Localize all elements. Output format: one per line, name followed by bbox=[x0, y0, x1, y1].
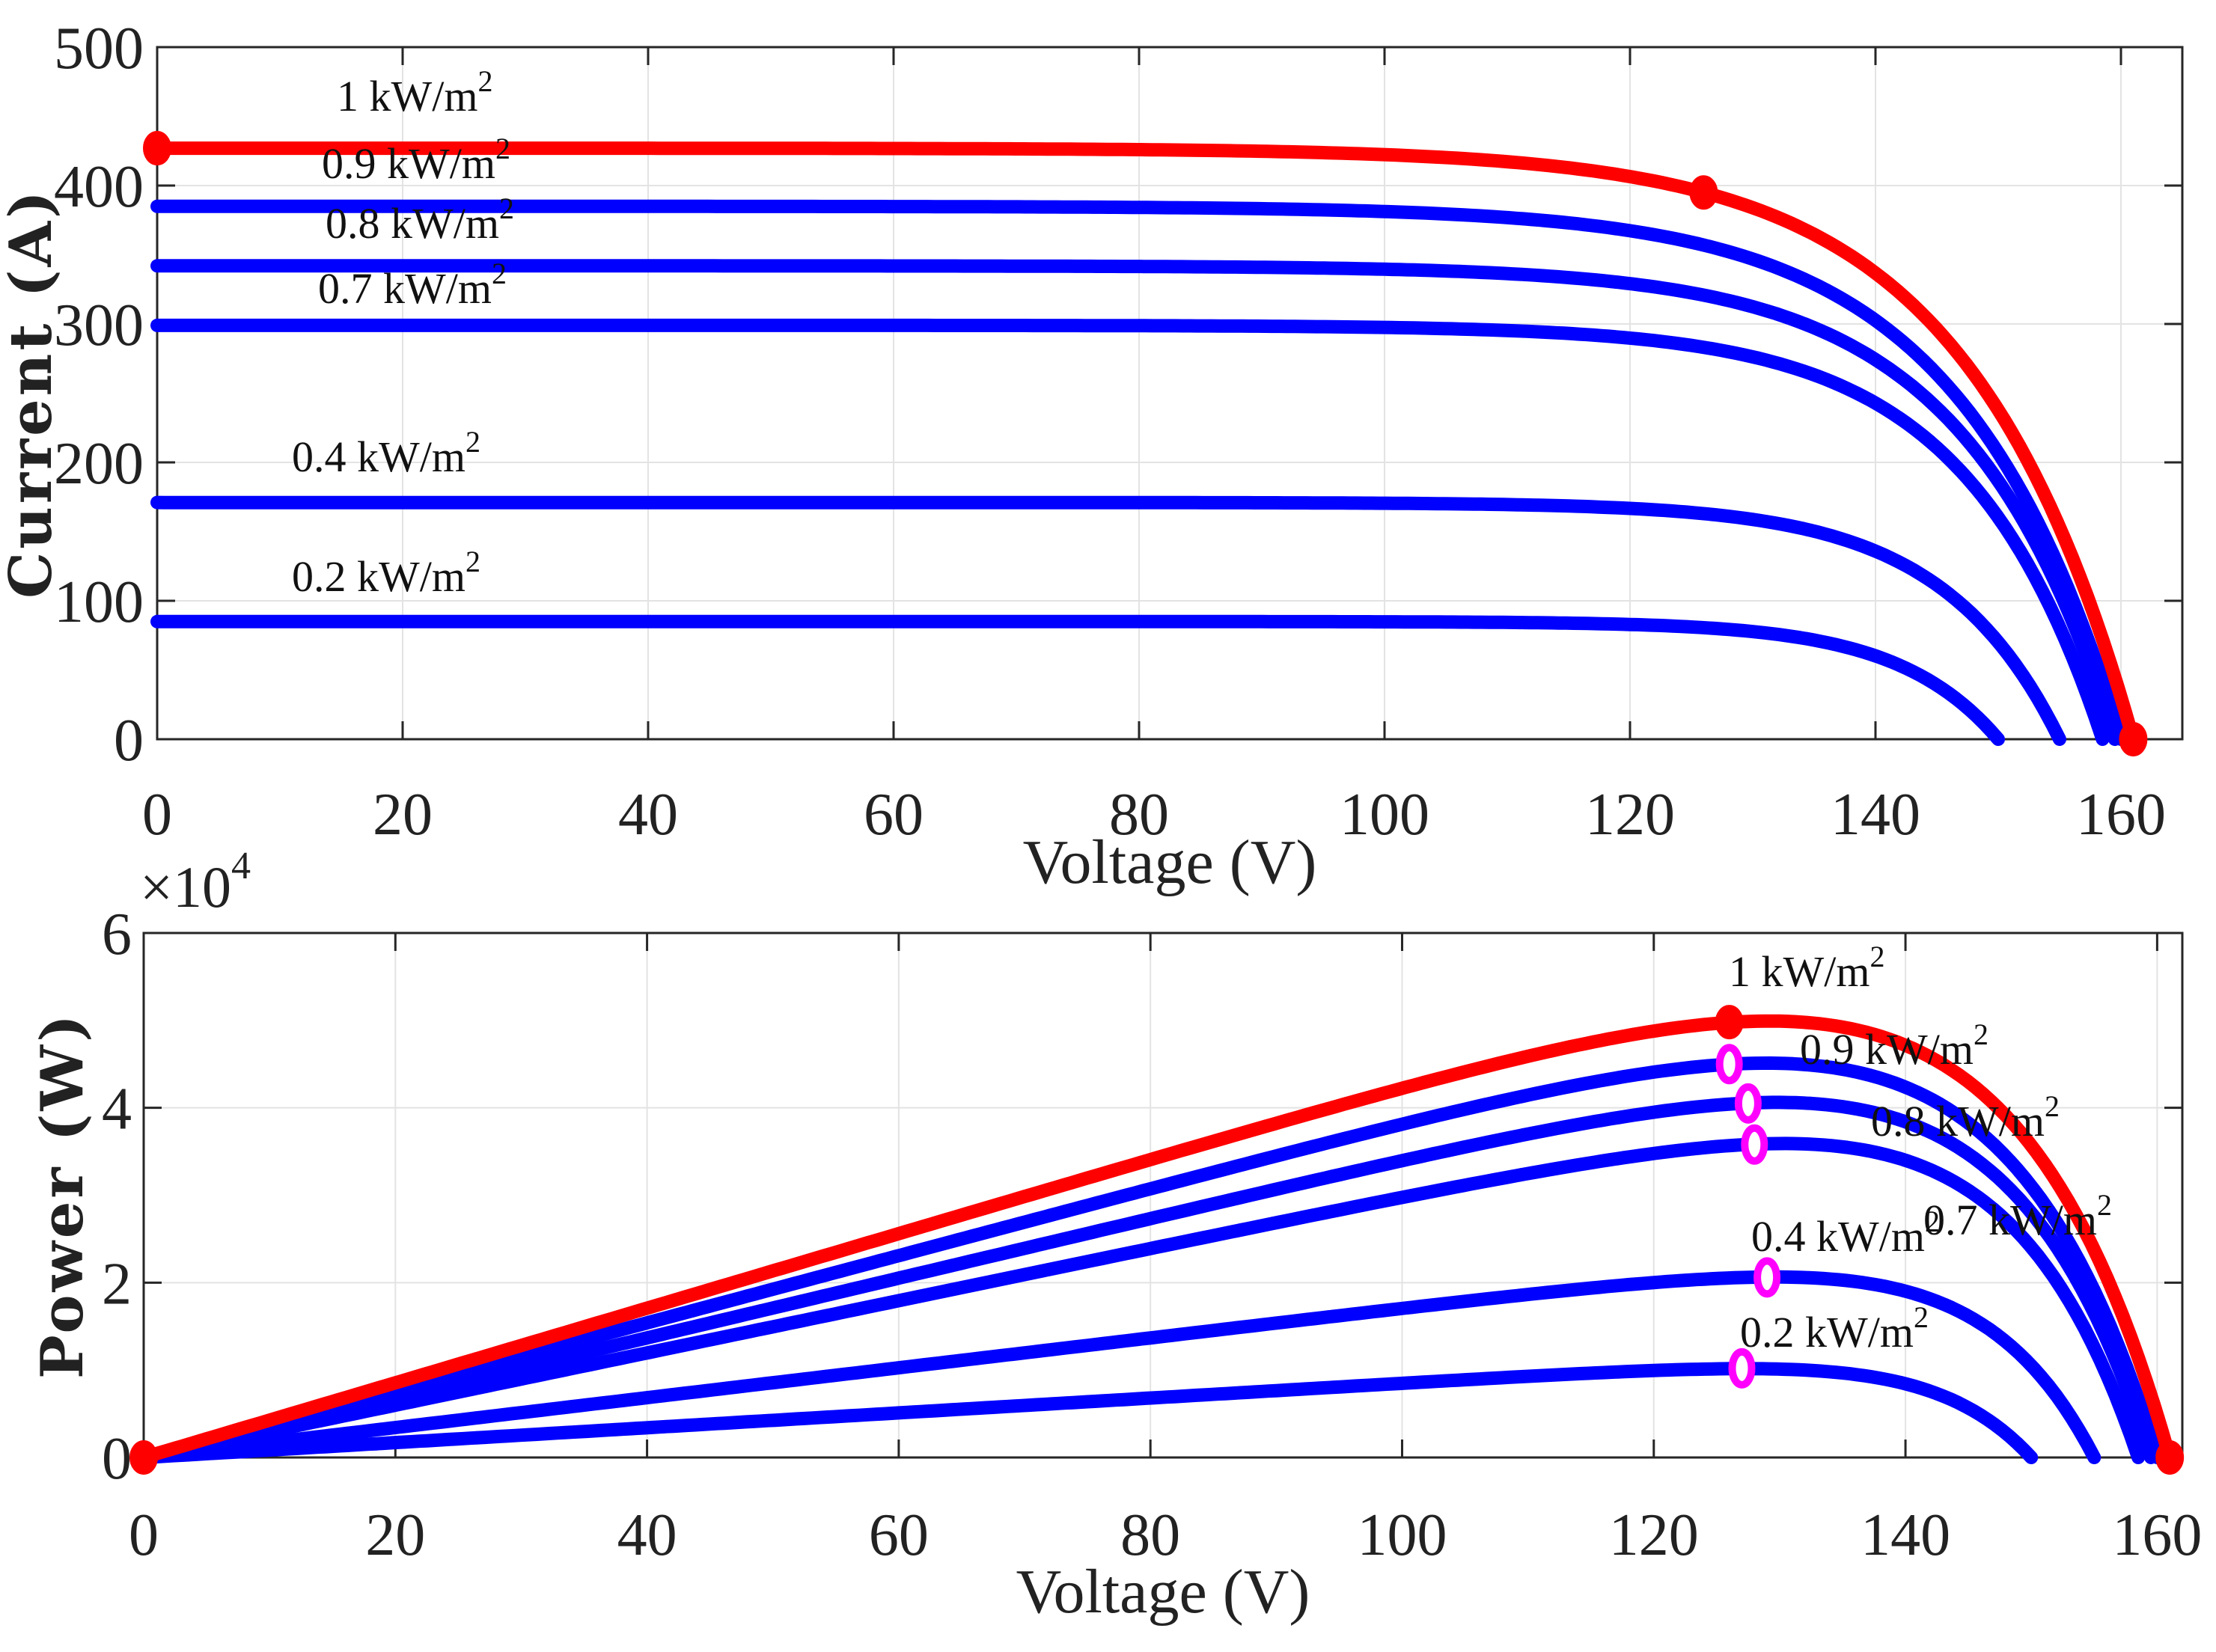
iv-series-label-0: 1 kW/m2 bbox=[337, 64, 492, 120]
pv-series-label-4: 0.4 kW/m2 bbox=[1751, 1205, 1940, 1261]
pv-xtick-label: 100 bbox=[1357, 1502, 1447, 1568]
pv-marker-5 bbox=[1753, 1257, 1781, 1298]
iv-ytick-label: 200 bbox=[54, 431, 144, 497]
iv-series-label-3: 0.7 kW/m2 bbox=[318, 257, 507, 313]
iv-xtick-label: 120 bbox=[1585, 782, 1675, 848]
iv-series-line-0-2-kw-m2 bbox=[150, 614, 2005, 746]
pv-marker-6 bbox=[1728, 1347, 1756, 1389]
iv-ytick-label: 300 bbox=[54, 293, 144, 358]
pv-marker-4 bbox=[1741, 1124, 1768, 1165]
iv-chart: 0 20 40 60 80 100 120 140 160 0 100 200 300 400 500 Vol… bbox=[0, 16, 2184, 897]
pv-xtick-label: 0 bbox=[129, 1502, 159, 1568]
pv-series-label-0: 1 kW/m2 bbox=[1729, 940, 1884, 996]
iv-xtick-label: 80 bbox=[1109, 782, 1169, 848]
iv-xtick-label: 40 bbox=[618, 782, 678, 848]
iv-ytick-label: 500 bbox=[54, 16, 144, 82]
pv-series-line-1-kw-m2 bbox=[137, 1014, 2177, 1464]
pv-marker-1 bbox=[1715, 1005, 1744, 1040]
iv-marker-1 bbox=[1689, 175, 1718, 210]
iv-xtick-label: 20 bbox=[373, 782, 433, 848]
iv-axes-box bbox=[156, 46, 2184, 741]
pv-series-line-0-7-kw-m2 bbox=[137, 1136, 2146, 1464]
pv-series-label-3: 0.7 kW/m2 bbox=[1923, 1188, 2112, 1244]
iv-series-line-0-7-kw-m2 bbox=[150, 318, 2110, 746]
iv-ylabel: Current (A) bbox=[0, 188, 65, 599]
pv-marker-0 bbox=[129, 1440, 158, 1475]
iv-series-line-0-8-kw-m2 bbox=[150, 259, 2122, 746]
pv-series-label-2: 0.8 kW/m2 bbox=[1871, 1089, 2060, 1145]
pv-axes-box bbox=[142, 931, 2184, 1459]
iv-series-line-0-4-kw-m2 bbox=[150, 495, 2066, 746]
iv-marker-0 bbox=[143, 131, 171, 166]
pv-marker-2 bbox=[1715, 1044, 1743, 1085]
pv-series-label-5: 0.2 kW/m2 bbox=[1740, 1300, 1929, 1356]
pv-ytick-label: 4 bbox=[102, 1077, 132, 1142]
pv-ytick-label: 6 bbox=[102, 902, 132, 967]
iv-ytick-label: 0 bbox=[114, 708, 144, 774]
pv-series-line-0-8-kw-m2 bbox=[137, 1095, 2158, 1464]
iv-xtick-label: 0 bbox=[142, 782, 172, 848]
iv-ytick-label: 100 bbox=[54, 569, 144, 635]
iv-series-label-4: 0.4 kW/m2 bbox=[292, 425, 480, 481]
pv-marker-3 bbox=[1734, 1083, 1762, 1124]
iv-xtick-label: 140 bbox=[1831, 782, 1920, 848]
iv-xlabel: Voltage (V) bbox=[1023, 827, 1317, 897]
pv-marker-7 bbox=[2155, 1440, 2185, 1475]
pv-xtick-label: 160 bbox=[2112, 1502, 2202, 1568]
iv-xtick-label: 160 bbox=[2076, 782, 2166, 848]
iv-xtick-label: 100 bbox=[1340, 782, 1429, 848]
iv-series-label-1: 0.9 kW/m2 bbox=[322, 132, 510, 188]
pv-xtick-label: 60 bbox=[869, 1502, 929, 1568]
iv-series-label-2: 0.8 kW/m2 bbox=[326, 192, 514, 248]
iv-marker-2 bbox=[2119, 722, 2148, 756]
iv-series-line-1-kw-m2 bbox=[150, 141, 2140, 746]
iv-series-line-0-9-kw-m2 bbox=[150, 199, 2128, 746]
pv-series-line-0-2-kw-m2 bbox=[137, 1362, 2039, 1464]
pv-y-exponent: ×104 bbox=[140, 845, 251, 920]
pv-ytick-label: 0 bbox=[102, 1426, 132, 1492]
iv-series-label-5: 0.2 kW/m2 bbox=[292, 545, 480, 601]
pv-ylabel: Power (W) bbox=[28, 1012, 97, 1379]
iv-xtick-label: 60 bbox=[864, 782, 924, 848]
pv-ytick-label: 2 bbox=[102, 1251, 132, 1317]
pv-xtick-label: 140 bbox=[1861, 1502, 1950, 1568]
pv-series-line-0-9-kw-m2 bbox=[137, 1056, 2164, 1464]
pv-xtick-label: 120 bbox=[1609, 1502, 1699, 1568]
iv-ytick-label: 400 bbox=[54, 154, 144, 220]
pv-xtick-label: 40 bbox=[617, 1502, 677, 1568]
pv-series-label-1: 0.9 kW/m2 bbox=[1800, 1018, 1988, 1074]
pv-xlabel: Voltage (V) bbox=[1016, 1557, 1310, 1627]
pv-xtick-label: 80 bbox=[1120, 1502, 1180, 1568]
pv-xtick-label: 20 bbox=[365, 1502, 425, 1568]
pv-chart: 0 20 40 60 80 100 120 140 160 0 2 4 6 Voltage (V) Powe… bbox=[28, 845, 2202, 1627]
